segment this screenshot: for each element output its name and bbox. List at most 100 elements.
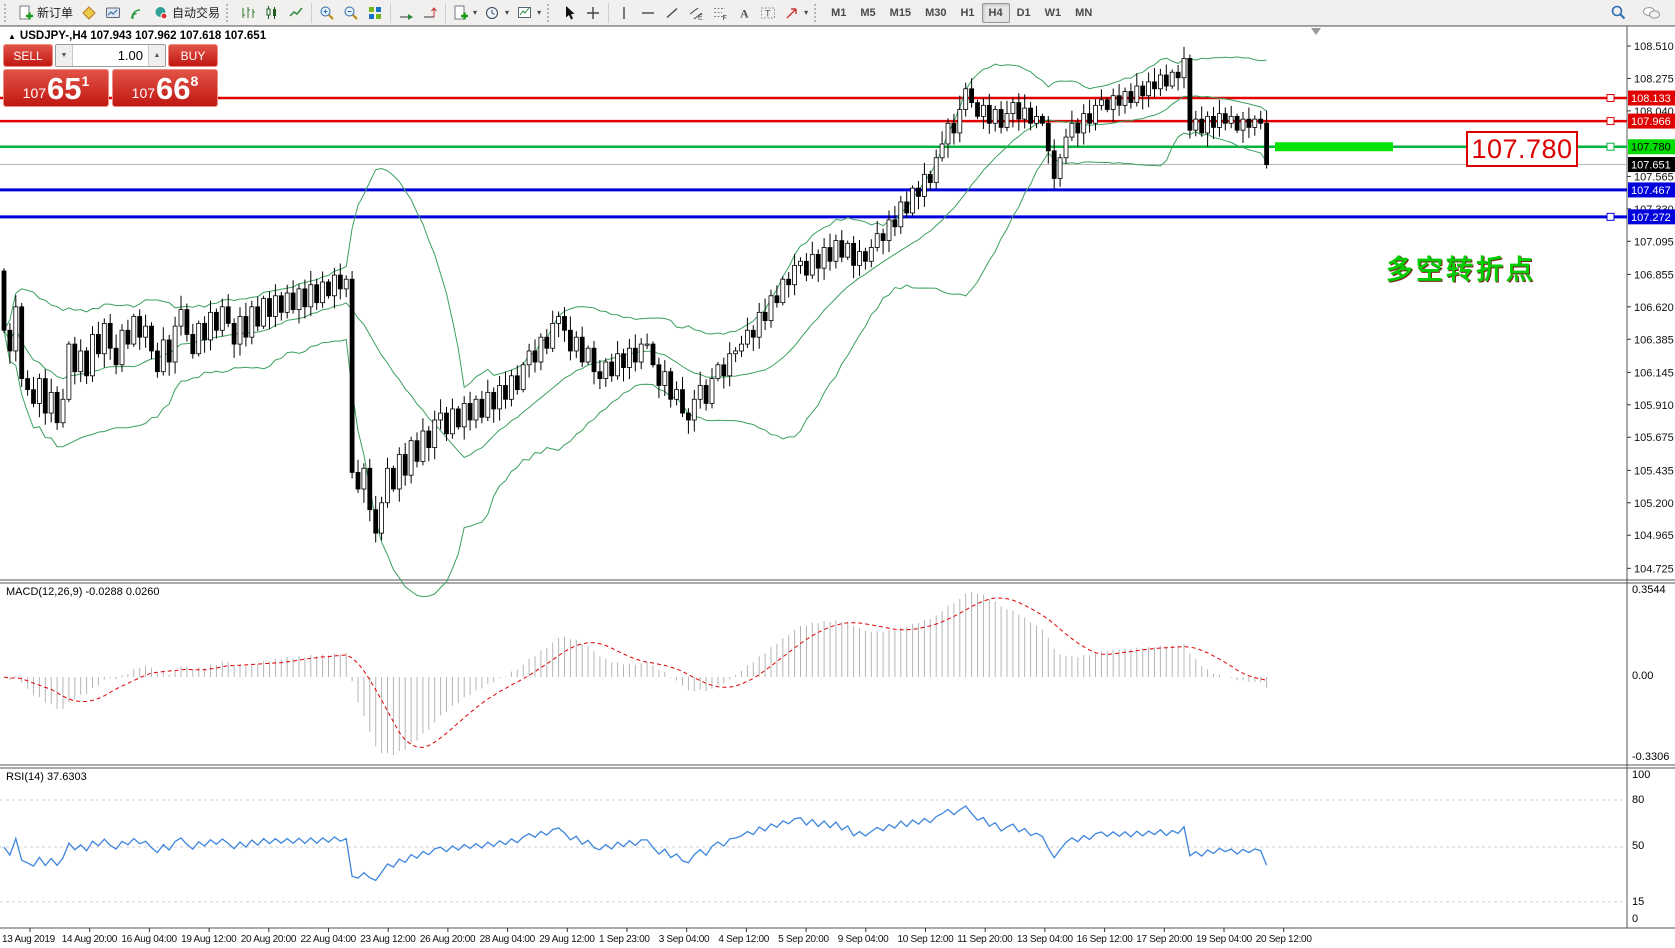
timeframe-m15[interactable]: M15: [882, 2, 919, 23]
svg-text:105.200: 105.200: [1634, 498, 1674, 510]
channel-tool[interactable]: E: [684, 2, 708, 24]
toolbar-separator: [608, 2, 610, 23]
svg-text:E: E: [698, 14, 703, 21]
svg-text:107.467: 107.467: [1631, 185, 1671, 197]
toolbar: 新订单 自动交易 ▾ ▾: [0, 0, 1675, 26]
svg-text:T: T: [765, 8, 771, 18]
zoom-out-button[interactable]: [339, 2, 363, 24]
timeframe-m1[interactable]: M1: [824, 2, 854, 23]
chat-button[interactable]: [1637, 2, 1665, 24]
svg-text:26 Aug 20:00: 26 Aug 20:00: [420, 934, 476, 945]
volume-increase-button[interactable]: ▲: [148, 45, 165, 66]
crosshair-button[interactable]: [581, 2, 605, 24]
svg-text:4 Sep 12:00: 4 Sep 12:00: [718, 934, 769, 945]
cursor-icon: [566, 5, 575, 19]
autotrading-button[interactable]: 自动交易: [149, 2, 224, 24]
cursor-button[interactable]: [557, 2, 581, 24]
bar-chart-button[interactable]: [236, 2, 260, 24]
svg-text:3 Sep 04:00: 3 Sep 04:00: [659, 934, 710, 945]
trendline-tool[interactable]: [660, 2, 684, 24]
volume-input[interactable]: [73, 45, 148, 66]
svg-text:107.565: 107.565: [1634, 171, 1674, 183]
text-label-tool[interactable]: T: [756, 2, 780, 24]
svg-text:9 Sep 04:00: 9 Sep 04:00: [838, 934, 889, 945]
timeframe-h1[interactable]: H1: [953, 2, 982, 23]
new-chart-button[interactable]: ▾: [449, 2, 481, 24]
toolbar-separator: [445, 2, 447, 23]
period-button[interactable]: ▾: [481, 2, 513, 24]
svg-text:11 Sep 20:00: 11 Sep 20:00: [957, 934, 1013, 945]
chart-shift-button[interactable]: [418, 2, 442, 24]
timeframe-m30[interactable]: M30: [918, 2, 954, 23]
svg-text:16 Sep 12:00: 16 Sep 12:00: [1077, 934, 1134, 945]
dropdown-caret-icon: ▾: [473, 8, 478, 17]
macd-axis-min: -0.3306: [1632, 751, 1670, 763]
toolbar-grip: [4, 3, 10, 22]
crosshair-icon: [587, 6, 600, 19]
svg-text:106.385: 106.385: [1634, 334, 1674, 346]
sell-button[interactable]: SELL: [3, 44, 53, 67]
zoom-in-icon: [320, 6, 334, 20]
market-watch-button[interactable]: [77, 2, 101, 24]
horizontal-line-tool[interactable]: [636, 2, 660, 24]
data-window-button[interactable]: [101, 2, 125, 24]
rsi-axis-100: 100: [1632, 769, 1651, 781]
autotrading-label: 自动交易: [172, 6, 221, 20]
bar-chart-icon: [242, 6, 256, 18]
timeframe-h4[interactable]: H4: [981, 2, 1010, 23]
svg-text:20 Aug 20:00: 20 Aug 20:00: [241, 934, 297, 945]
new-order-label: 新订单: [37, 6, 74, 20]
toolbar-separator: [390, 2, 392, 23]
svg-text:13 Sep 04:00: 13 Sep 04:00: [1017, 934, 1074, 945]
buy-price-main: 66: [156, 70, 191, 106]
tile-windows-button[interactable]: [363, 2, 387, 24]
auto-scroll-button[interactable]: [394, 2, 418, 24]
trendline-icon: [666, 7, 678, 18]
text-tool[interactable]: A: [732, 2, 756, 24]
svg-text:108.510: 108.510: [1634, 41, 1674, 53]
svg-text:104.725: 104.725: [1634, 563, 1674, 575]
svg-text:29 Aug 12:00: 29 Aug 12:00: [539, 934, 595, 945]
buy-price-box[interactable]: 107 66 8: [112, 69, 218, 107]
timeframe-m5[interactable]: M5: [853, 2, 883, 23]
text-icon: A: [740, 6, 749, 20]
macd-label: MACD(12,26,9) -0.0288 0.0260: [6, 586, 160, 598]
fibonacci-tool[interactable]: F: [708, 2, 732, 24]
timeframe-mn[interactable]: MN: [1068, 2, 1100, 23]
svg-text:105.675: 105.675: [1634, 432, 1674, 444]
dropdown-caret-icon: ▾: [804, 8, 809, 17]
sell-price-box[interactable]: 107 65 1: [3, 69, 109, 107]
templates-button[interactable]: ▾: [513, 2, 545, 24]
volume-decrease-button[interactable]: ▼: [56, 45, 73, 66]
candlestick-chart-button[interactable]: [260, 2, 284, 24]
signals-button[interactable]: [125, 2, 149, 24]
macd-axis-zero: 0.00: [1632, 670, 1654, 682]
timeframe-d1[interactable]: D1: [1009, 2, 1038, 23]
search-button[interactable]: [1606, 2, 1631, 24]
buy-price-prefix: 107: [131, 85, 156, 101]
autotrading-icon: [155, 6, 168, 19]
svg-text:13 Aug 2019: 13 Aug 2019: [2, 934, 56, 945]
price-level-callout[interactable]: 107.780: [1466, 131, 1578, 167]
rsi-axis-80: 80: [1632, 794, 1645, 806]
timeframe-w1[interactable]: W1: [1037, 2, 1069, 23]
zoom-in-button[interactable]: [315, 2, 339, 24]
svg-text:108.275: 108.275: [1634, 73, 1674, 85]
svg-text:10 Sep 12:00: 10 Sep 12:00: [898, 934, 955, 945]
chart-annotation-text[interactable]: 多空转折点: [1386, 255, 1536, 285]
arrows-tool[interactable]: ▾: [780, 2, 812, 24]
svg-text:108.133: 108.133: [1631, 93, 1671, 105]
new-order-button[interactable]: 新订单: [14, 2, 77, 24]
symbol-header: ▲ USDJPY-,H4 107.943 107.962 107.618 107…: [8, 30, 266, 42]
line-chart-button[interactable]: [284, 2, 308, 24]
zoom-out-icon: [344, 6, 358, 20]
svg-text:F: F: [723, 15, 727, 21]
svg-text:106.855: 106.855: [1634, 269, 1674, 281]
toolbar-grip: [226, 3, 232, 22]
buy-button[interactable]: BUY: [168, 44, 218, 67]
svg-text:106.620: 106.620: [1634, 302, 1674, 314]
new-chart-icon: [454, 5, 469, 19]
line-chart-icon: [289, 7, 303, 17]
vertical-line-tool[interactable]: [612, 2, 636, 24]
